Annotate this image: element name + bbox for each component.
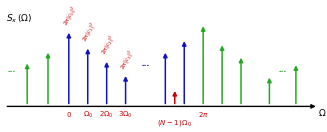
Text: $2\pi|\tilde{c}_3|^2$: $2\pi|\tilde{c}_3|^2$ bbox=[118, 47, 137, 72]
Text: $S_x\,(\Omega)$: $S_x\,(\Omega)$ bbox=[6, 13, 33, 25]
Text: $3\Omega_0$: $3\Omega_0$ bbox=[118, 110, 133, 120]
Text: $(N-1)\,\Omega_0$: $(N-1)\,\Omega_0$ bbox=[157, 118, 192, 128]
Text: $2\pi$: $2\pi$ bbox=[198, 110, 209, 119]
Text: ...: ... bbox=[142, 59, 151, 68]
Text: $0$: $0$ bbox=[66, 110, 72, 119]
Text: ...: ... bbox=[8, 65, 16, 74]
Text: ...: ... bbox=[278, 65, 287, 74]
Text: $\Omega$: $\Omega$ bbox=[318, 107, 326, 118]
Text: $2\pi|\tilde{c}_1|^2$: $2\pi|\tilde{c}_1|^2$ bbox=[80, 20, 99, 44]
Text: $2\Omega_0$: $2\Omega_0$ bbox=[99, 110, 114, 120]
Text: $2\pi|\tilde{c}_0|^2$: $2\pi|\tilde{c}_0|^2$ bbox=[61, 4, 81, 28]
Text: $2\pi|\tilde{c}_2|^2$: $2\pi|\tilde{c}_2|^2$ bbox=[99, 33, 118, 57]
Text: $\Omega_0$: $\Omega_0$ bbox=[83, 110, 93, 120]
